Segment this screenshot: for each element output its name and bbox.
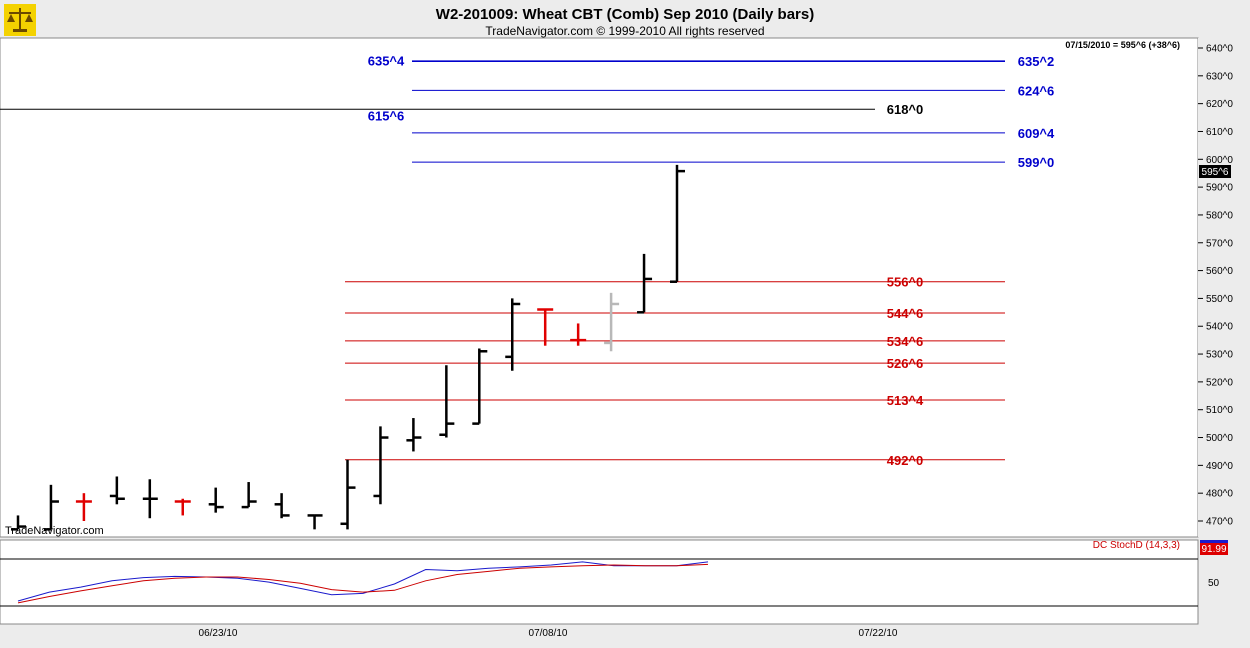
stoch-tick-50: 50 (1208, 578, 1220, 589)
price-tick-label: 590^0 (1206, 183, 1233, 194)
price-bar (142, 479, 158, 519)
price-bar (604, 292, 620, 352)
price-axis: 640^0 630^0 620^0 610^0 600^0 590^0 580^0 570^0… (1198, 38, 1250, 537)
chart-title: W2-201009: Wheat CBT (Comb) Sep 2010 (Da… (436, 6, 814, 23)
price-bar (11, 515, 26, 531)
price-bar (373, 426, 389, 505)
stoch-k-line (17, 561, 709, 602)
price-bar (43, 484, 59, 531)
price-bar (406, 418, 422, 452)
price-bar (109, 476, 125, 505)
price-level-label: 534^6 (887, 334, 924, 349)
price-tick-label: 520^0 (1206, 377, 1233, 388)
price-level-label: 624^6 (1018, 83, 1055, 98)
watermark-text: TradeNavigator.com (5, 525, 104, 537)
scale-logo-icon (4, 4, 36, 36)
price-level-label: 599^0 (1018, 155, 1055, 170)
price-level-label: 618^0 (887, 102, 924, 117)
price-tick-label: 580^0 (1206, 210, 1233, 221)
price-level-label: 609^4 (1018, 126, 1055, 141)
price-tick-label: 500^0 (1206, 433, 1233, 444)
date-label-3: 07/22/10 (859, 628, 898, 639)
price-bar (505, 298, 521, 371)
price-level-label-left: 615^6 (368, 108, 405, 123)
price-bar (241, 482, 257, 509)
date-label-1: 06/23/10 (199, 628, 238, 639)
price-bar (670, 164, 685, 283)
indicator-panel (0, 539, 1199, 625)
price-tick-label: 540^0 (1206, 322, 1233, 333)
price-bars (11, 164, 685, 531)
date-axis: 06/23/10 07/08/10 07/22/10 (0, 623, 1198, 639)
stoch-value-box-top (1200, 540, 1228, 543)
price-tick-label: 640^0 (1206, 44, 1233, 55)
price-bar (75, 493, 92, 521)
price-tick-label: 570^0 (1206, 238, 1233, 249)
price-tick-label: 550^0 (1206, 294, 1233, 305)
price-tick-label: 620^0 (1206, 99, 1233, 110)
last-price-box (1199, 165, 1231, 178)
price-tick-label: 470^0 (1206, 517, 1233, 528)
price-bar (472, 348, 488, 425)
price-tick-label: 530^0 (1206, 350, 1233, 361)
price-bar (570, 323, 587, 346)
price-bar (439, 365, 455, 438)
stoch-d-line (17, 563, 709, 604)
price-panel (0, 37, 1199, 538)
price-tick-label: 630^0 (1206, 71, 1233, 82)
price-level-label: 556^0 (887, 275, 924, 290)
date-label-2: 07/08/10 (529, 628, 568, 639)
price-tick-label: 560^0 (1206, 266, 1233, 277)
price-bar (537, 308, 554, 346)
price-bar (307, 514, 323, 530)
price-level-label: 492^0 (887, 453, 924, 468)
stoch-value-box (1200, 542, 1228, 555)
last-bar-info: 07/15/2010 = 595^6 (+38^6) (1065, 40, 1180, 50)
price-bar (174, 498, 191, 516)
price-level-label: 544^6 (887, 306, 924, 321)
price-tick-label: 600^0 (1206, 155, 1233, 166)
price-level-label: 635^2 (1018, 54, 1055, 69)
copyright-text: TradeNavigator.com © 1999-2010 All right… (485, 24, 764, 38)
price-level-label: 513^4 (887, 393, 924, 408)
price-tick-label: 610^0 (1206, 127, 1233, 138)
price-tick-label: 510^0 (1206, 405, 1233, 416)
price-level-label: 526^6 (887, 356, 924, 371)
price-level-label-left: 635^4 (368, 54, 405, 69)
price-tick-label: 480^0 (1206, 489, 1233, 500)
price-bar (274, 493, 290, 519)
stoch-value-label: 91.99 (1201, 544, 1226, 555)
price-bar (340, 459, 356, 530)
price-levels: 635^4 635^2 624^6 618^0 615^6 609^4 599^0 556^0… (0, 54, 1055, 468)
price-tick-label: 490^0 (1206, 461, 1233, 472)
price-bar (637, 253, 653, 314)
price-bar (208, 487, 224, 513)
indicator-label: DC StochD (14,3,3) (1093, 540, 1180, 551)
last-price-label: 595^6 (1202, 167, 1229, 178)
